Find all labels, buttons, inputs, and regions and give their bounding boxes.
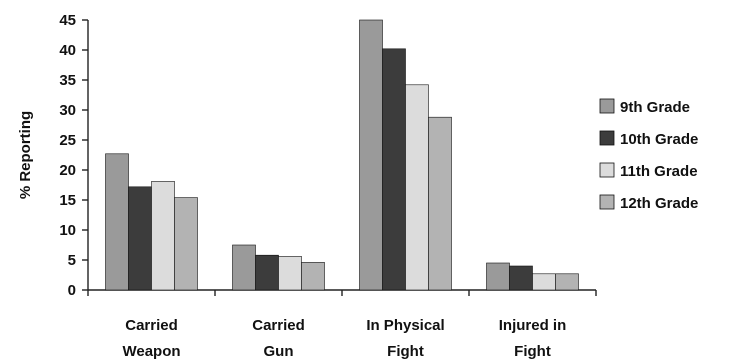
- category-label: Gun: [264, 343, 294, 360]
- legend-label: 10th Grade: [620, 131, 698, 148]
- bar-3-0: [486, 262, 510, 291]
- bar-1-2: [278, 256, 302, 291]
- bar-0-1: [128, 186, 152, 291]
- category-label: Weapon: [122, 343, 180, 360]
- bar-0-3: [174, 197, 198, 291]
- legend-label: 12th Grade: [620, 195, 698, 212]
- y-axis: 0 5 10 15 20 25 30 35 40 45: [59, 12, 89, 299]
- legend-label: 9th Grade: [620, 99, 690, 116]
- category-label: Fight: [514, 343, 551, 360]
- bar-2-2: [405, 84, 429, 291]
- y-tick-label: 20: [59, 162, 76, 179]
- y-tick-label: 0: [68, 282, 76, 299]
- y-tick-label: 40: [59, 42, 76, 59]
- bar-3-1: [509, 265, 533, 291]
- y-tick-label: 30: [59, 102, 76, 119]
- legend-swatch: [599, 130, 615, 146]
- bar-1-3: [301, 262, 325, 291]
- legend-swatch: [599, 194, 615, 210]
- category-label: In Physical: [366, 317, 444, 334]
- bar-2-0: [359, 19, 383, 291]
- bar-2-1: [382, 48, 406, 291]
- category-label: Carried: [125, 317, 178, 334]
- bar-series: [105, 19, 579, 291]
- y-tick-label: 35: [59, 72, 76, 89]
- y-tick-label: 45: [59, 12, 76, 29]
- category-label: Injured in: [499, 317, 567, 334]
- legend-swatch: [599, 162, 615, 178]
- y-tick-label: 15: [59, 192, 76, 209]
- x-axis: [87, 289, 597, 296]
- y-tick-label: 5: [68, 252, 76, 269]
- bar-3-2: [532, 273, 556, 291]
- bar-1-0: [232, 244, 256, 291]
- y-tick-label: 25: [59, 132, 76, 149]
- y-tick-label: 10: [59, 222, 76, 239]
- category-label: Fight: [387, 343, 424, 360]
- category-label: Carried: [252, 317, 305, 334]
- bar-0-2: [151, 181, 175, 291]
- bar-1-1: [255, 254, 279, 291]
- y-axis-label: % Reporting: [17, 111, 34, 199]
- bar-3-3: [555, 273, 579, 291]
- legend-swatch: [599, 98, 615, 114]
- legend-label: 11th Grade: [620, 163, 698, 180]
- bar-0-0: [105, 153, 129, 291]
- legend: 9th Grade 10th Grade 11th Grade 12th Grade: [599, 98, 698, 212]
- category-labels: Carried Weapon Carried Gun In Physical Fight I…: [122, 317, 566, 360]
- bar-2-3: [428, 116, 452, 291]
